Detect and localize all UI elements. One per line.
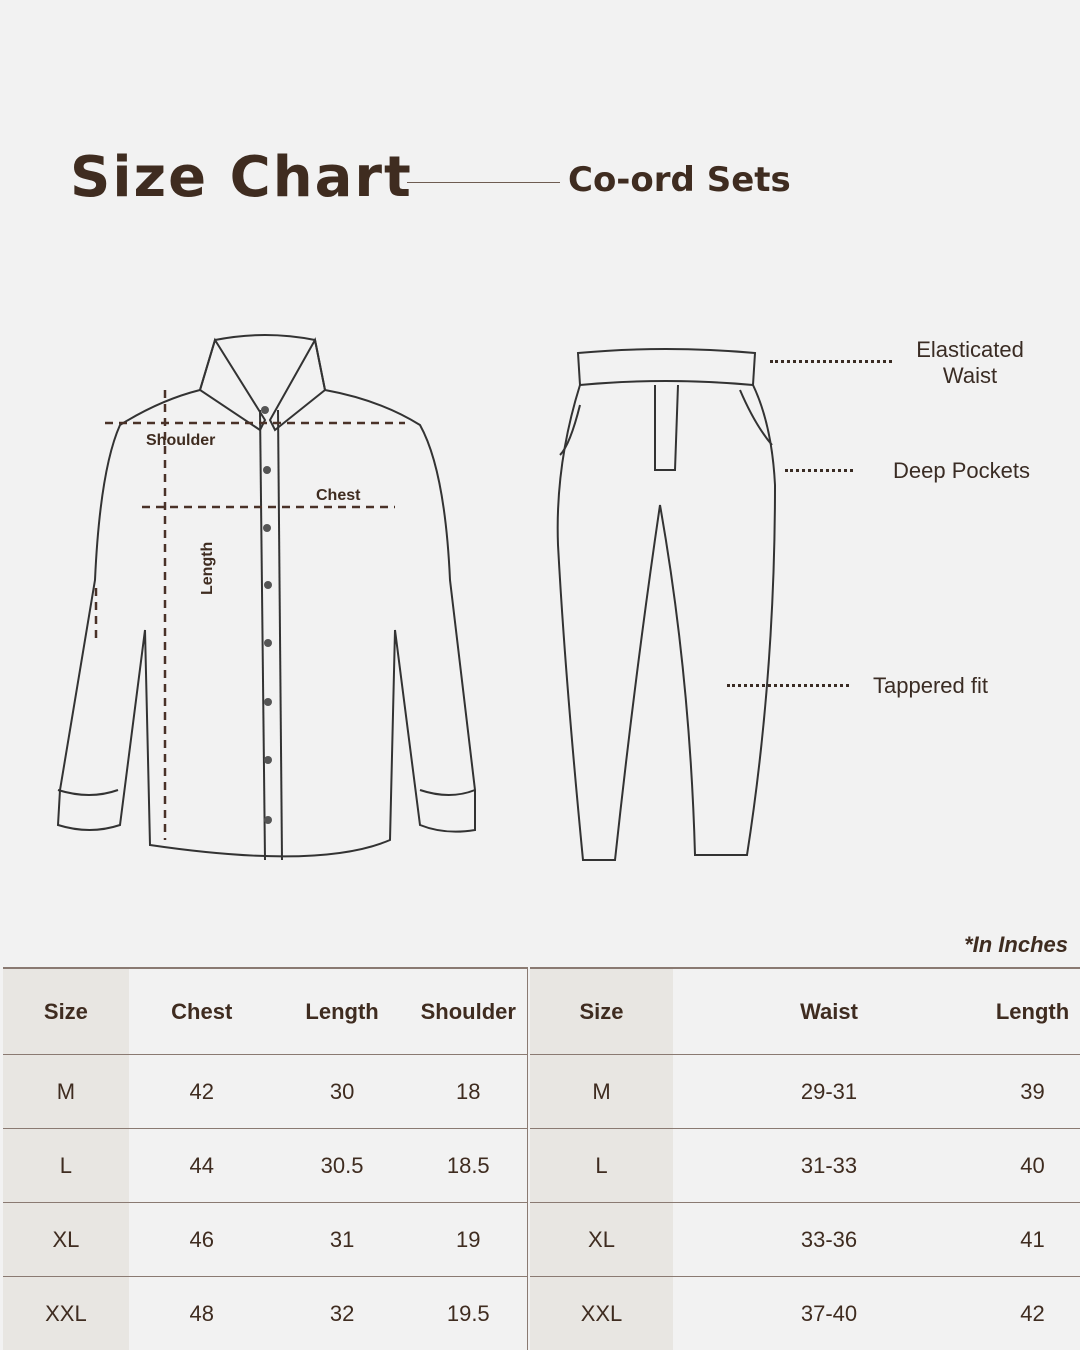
cell-size: XXL xyxy=(530,1276,673,1350)
header-waist: Waist xyxy=(673,967,985,1055)
cell-length: 31 xyxy=(274,1202,410,1277)
cell-length: 41 xyxy=(985,1202,1080,1277)
cell-size: M xyxy=(530,1054,673,1129)
cell-size: L xyxy=(530,1128,673,1203)
table-row: L 31-33 40 xyxy=(530,1128,1080,1203)
table-row: XL 33-36 41 xyxy=(530,1202,1080,1277)
cell-size: XL xyxy=(3,1202,129,1277)
pockets-pointer xyxy=(785,469,853,472)
cell-chest: 42 xyxy=(128,1054,275,1129)
unit-note: *In Inches xyxy=(964,932,1068,957)
cell-chest: 46 xyxy=(128,1202,275,1277)
waist-line1: Elasticated xyxy=(916,337,1024,362)
table-row: M 42 30 18 xyxy=(3,1054,528,1129)
fit-feature-label: Tappered fit xyxy=(873,673,988,698)
header-size: Size xyxy=(3,967,129,1055)
pants-illustration xyxy=(556,348,777,861)
page-subtitle: Co-ord Sets xyxy=(568,160,791,200)
cell-length: 42 xyxy=(985,1276,1080,1350)
cell-length: 30 xyxy=(274,1054,410,1129)
cell-shoulder: 19 xyxy=(409,1202,528,1277)
cell-waist: 31-33 xyxy=(673,1128,985,1203)
header-chest: Chest xyxy=(128,967,275,1055)
cell-length: 30.5 xyxy=(274,1128,410,1203)
shirt-size-table: Size Chest Length Shoulder M 42 30 18 L 44 30… xyxy=(3,967,528,1350)
table-row: XXL 48 32 19.5 xyxy=(3,1276,528,1350)
cell-chest: 44 xyxy=(128,1128,275,1203)
table-row: M 29-31 39 xyxy=(530,1054,1080,1129)
cell-shoulder: 19.5 xyxy=(409,1276,528,1350)
cell-waist: 29-31 xyxy=(673,1054,985,1129)
cell-chest: 48 xyxy=(128,1276,275,1350)
page-title: Size Chart xyxy=(70,145,413,210)
waist-feature-label: Elasticated Waist xyxy=(895,337,1045,389)
fit-pointer xyxy=(727,684,849,687)
header-shoulder: Shoulder xyxy=(409,967,528,1055)
waist-pointer xyxy=(770,360,892,363)
shirt-illustration: Shoulder Chest Length xyxy=(56,334,476,861)
pant-size-table: Size Waist Length M 29-31 39 L 31-33 40 XL 33… xyxy=(530,967,1080,1350)
table-header-row: Size Waist Length xyxy=(530,967,1080,1055)
cell-waist: 37-40 xyxy=(673,1276,985,1350)
waist-line2: Waist xyxy=(942,363,998,388)
title-divider xyxy=(407,182,560,183)
chest-label: Chest xyxy=(316,487,361,504)
header-size: Size xyxy=(530,967,673,1055)
header-length: Length xyxy=(985,967,1080,1055)
cell-shoulder: 18.5 xyxy=(409,1128,528,1203)
table-header-row: Size Chest Length Shoulder xyxy=(3,967,528,1055)
table-row: L 44 30.5 18.5 xyxy=(3,1128,528,1203)
length-label: Length xyxy=(199,542,216,595)
table-row: XL 46 31 19 xyxy=(3,1202,528,1277)
cell-size: XXL xyxy=(3,1276,129,1350)
cell-waist: 33-36 xyxy=(673,1202,985,1277)
table-row: XXL 37-40 42 xyxy=(530,1276,1080,1350)
cell-length: 32 xyxy=(274,1276,410,1350)
header-length: Length xyxy=(274,967,410,1055)
cell-length: 39 xyxy=(985,1054,1080,1129)
cell-size: XL xyxy=(530,1202,673,1277)
cell-length: 40 xyxy=(985,1128,1080,1203)
cell-size: M xyxy=(3,1054,129,1129)
cell-shoulder: 18 xyxy=(409,1054,528,1129)
shoulder-label: Shoulder xyxy=(146,432,215,449)
cell-size: L xyxy=(3,1128,129,1203)
pockets-feature-label: Deep Pockets xyxy=(893,458,1030,483)
